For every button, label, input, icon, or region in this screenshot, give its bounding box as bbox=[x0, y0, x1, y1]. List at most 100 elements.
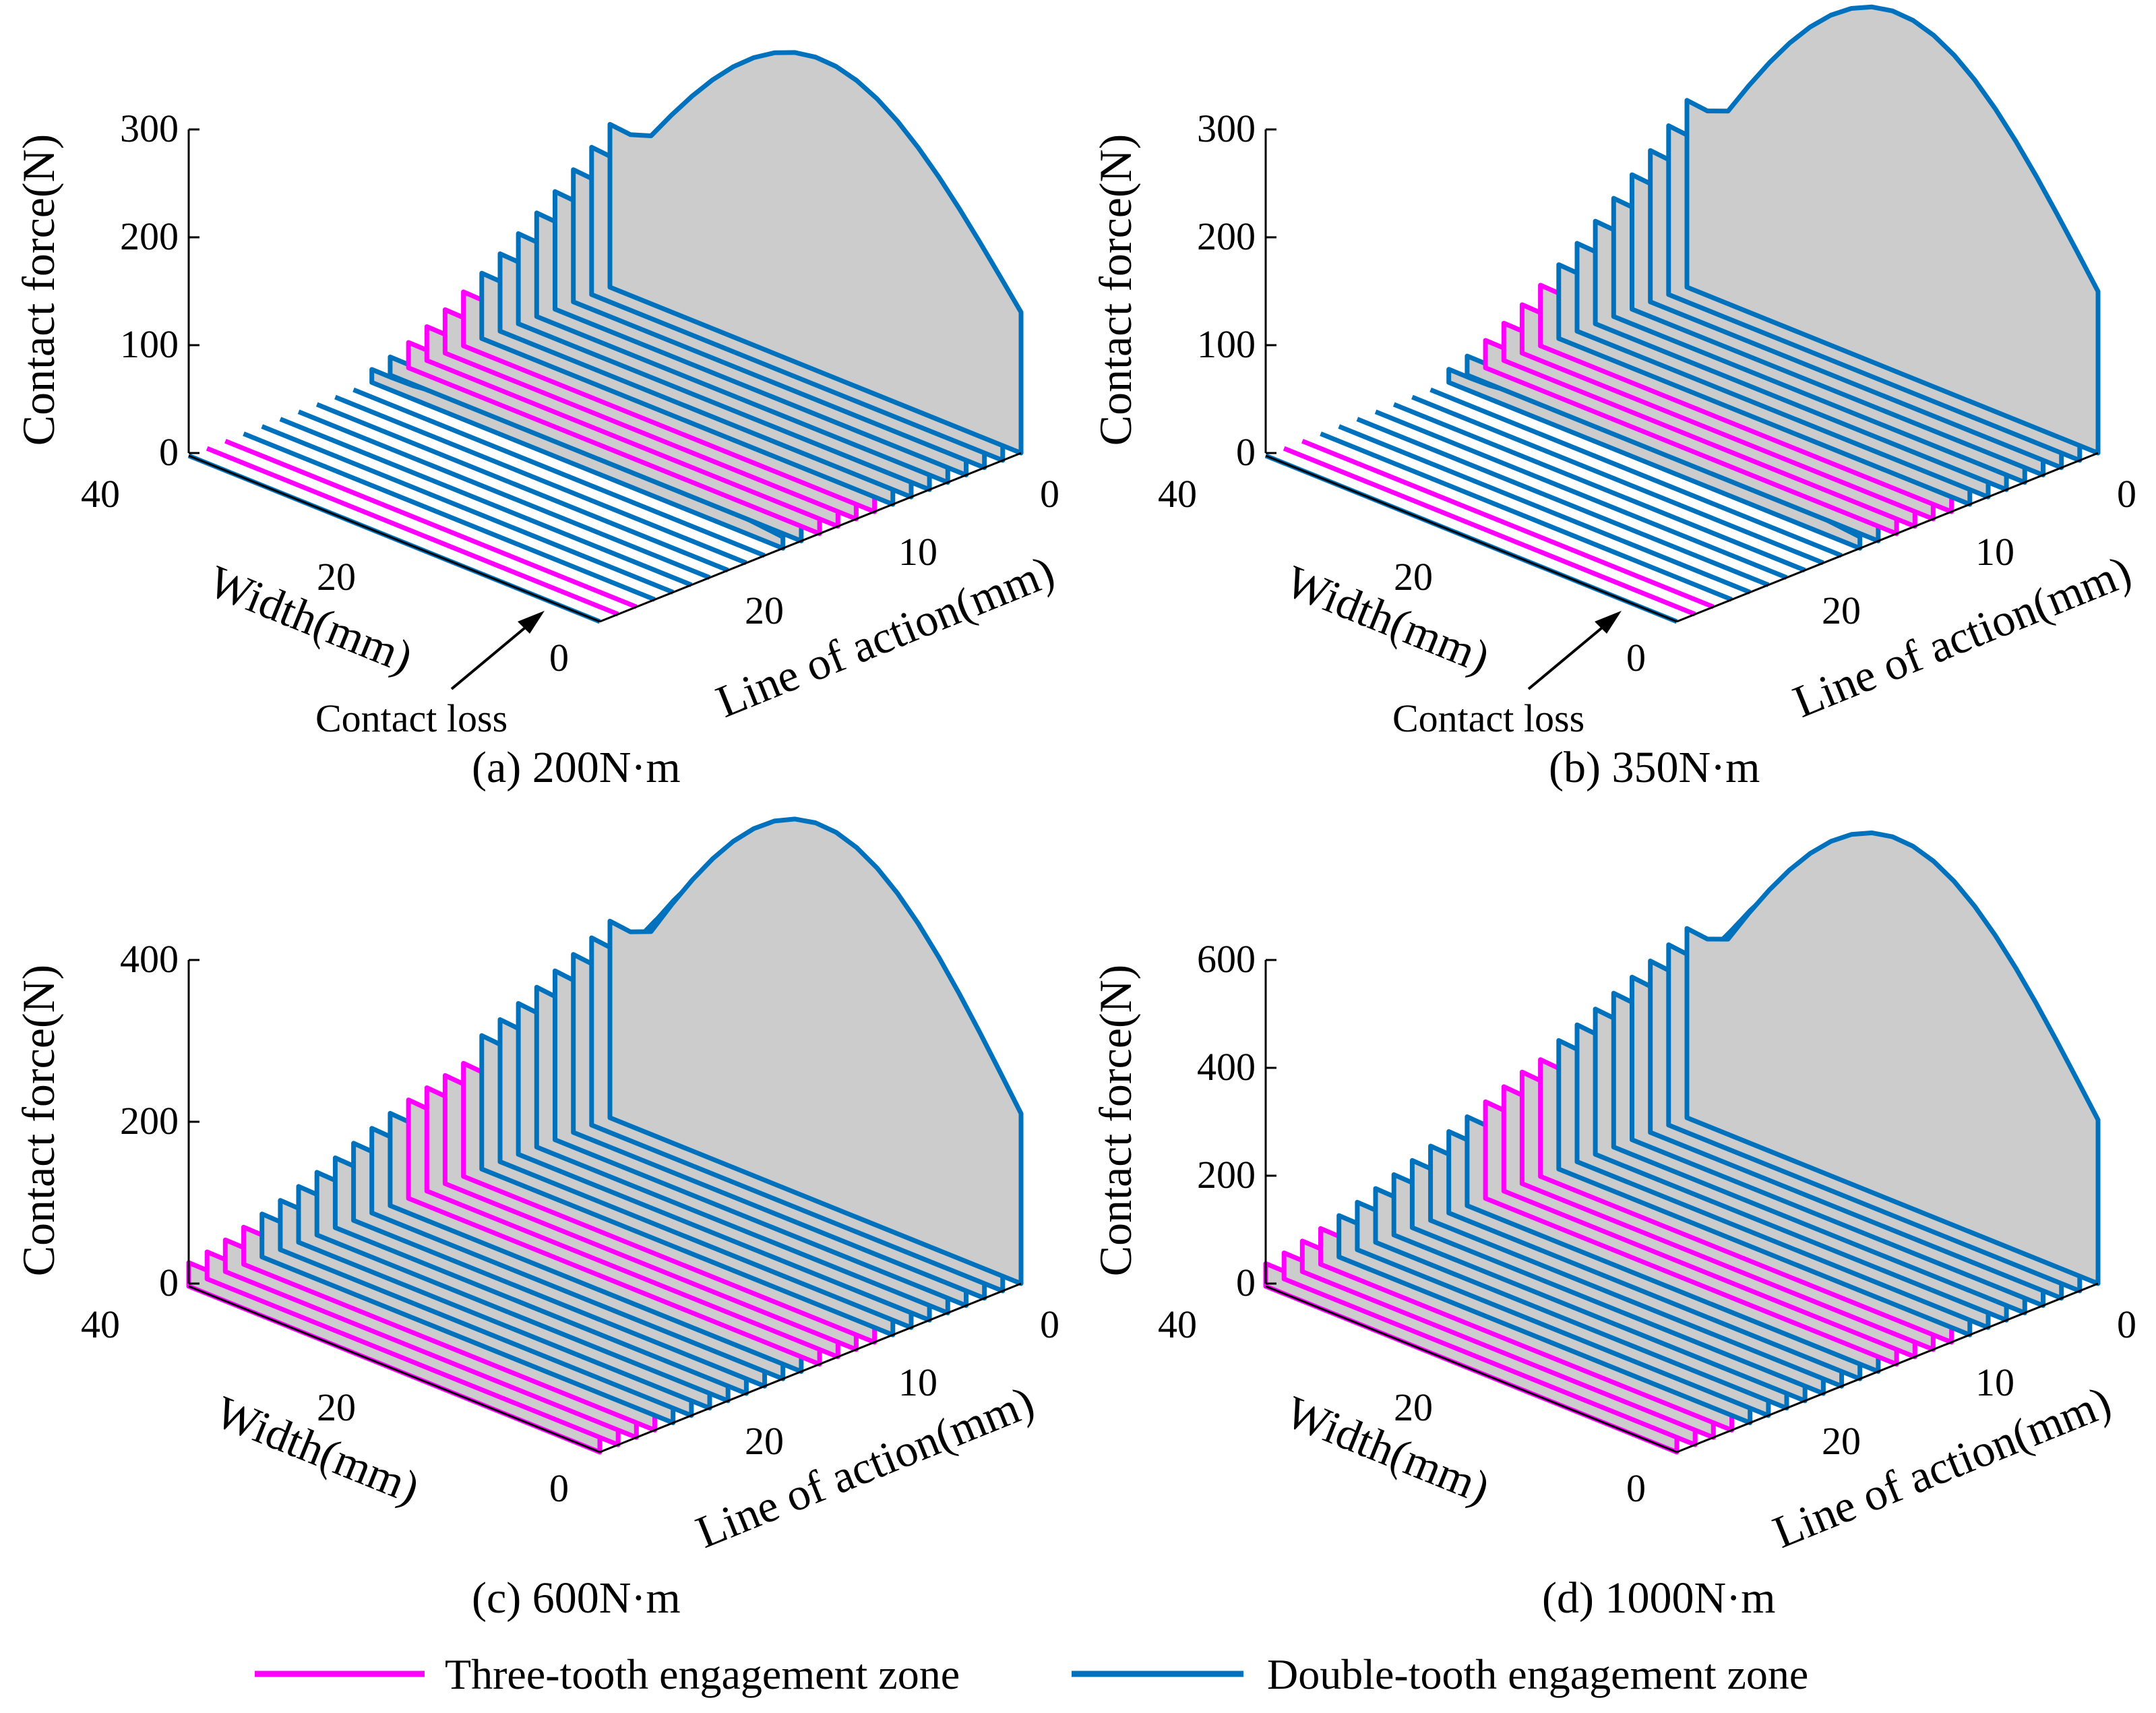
width-tick-0-d: 0 bbox=[1626, 1466, 1646, 1510]
z-tick-100-a: 100 bbox=[120, 322, 179, 366]
loa-tick-20-b: 20 bbox=[1822, 589, 1861, 632]
width-tick-0-a: 0 bbox=[549, 636, 569, 680]
contact-loss-arrowhead-b bbox=[1595, 611, 1622, 634]
loa-tick-20-c: 20 bbox=[745, 1419, 784, 1463]
ribbon-10-a bbox=[352, 387, 766, 558]
ribbon-5-b bbox=[1338, 424, 1752, 595]
caption-a: (a) 200N·m bbox=[472, 743, 681, 792]
z-axis-label-d: Contact force(N) bbox=[1090, 965, 1141, 1277]
ribbon-4-a bbox=[243, 431, 656, 602]
panel-d: 0 200 400 600 40 20 0 0 10 20 Contact force… bbox=[1090, 830, 2136, 1623]
z-tick-200-d: 200 bbox=[1197, 1153, 1256, 1197]
z-tick-200-c: 200 bbox=[120, 1099, 179, 1143]
z-tick-400-c: 400 bbox=[120, 937, 179, 981]
legend-three-tooth-label: Three-tooth engagement zone bbox=[445, 1650, 960, 1698]
width-axis-d bbox=[1265, 1285, 1677, 1453]
ribbon-8-b bbox=[1392, 402, 1806, 573]
z-tick-200-b: 200 bbox=[1197, 214, 1256, 258]
ribbon-8-a bbox=[315, 402, 729, 573]
width-tick-0-b: 0 bbox=[1626, 636, 1646, 680]
caption-b: (b) 350N·m bbox=[1549, 743, 1760, 792]
panel-c: 0 200 400 40 20 0 0 10 20 Contact force(N)… bbox=[13, 816, 1059, 1623]
ribbon-9-b bbox=[1411, 394, 1824, 566]
width-tick-20-b: 20 bbox=[1394, 555, 1433, 599]
caption-c: (c) 600N·m bbox=[472, 1573, 681, 1623]
loa-tick-10-c: 10 bbox=[898, 1360, 937, 1404]
z-tick-300-a: 300 bbox=[120, 107, 179, 150]
ribbon-6-a bbox=[279, 417, 693, 587]
loa-tick-0-a: 0 bbox=[1040, 472, 1059, 516]
z-axis-label-b: Contact force(N) bbox=[1090, 134, 1141, 446]
z-tick-600-d: 600 bbox=[1197, 937, 1256, 981]
width-tick-20-c: 20 bbox=[317, 1385, 356, 1429]
z-axis-label-c: Contact force(N) bbox=[13, 965, 64, 1277]
ribbon-2-a bbox=[206, 446, 619, 617]
z-ticks-a: 0 100 200 300 bbox=[120, 107, 199, 474]
loa-axis-label-d: Line of action(mm) bbox=[1766, 1376, 2118, 1558]
ribbon-5-a bbox=[261, 424, 675, 595]
z-ticks-d: 0 200 400 600 bbox=[1197, 937, 1276, 1304]
width-axis-label-d: Width(mm) bbox=[1279, 1385, 1497, 1513]
width-tick-40-a: 40 bbox=[81, 472, 120, 516]
loa-axis-c bbox=[599, 1282, 1022, 1453]
width-tick-20-a: 20 bbox=[317, 555, 356, 599]
z-axis-label-a: Contact force(N) bbox=[13, 134, 64, 446]
contact-loss-label-b: Contact loss bbox=[1392, 696, 1584, 740]
loa-axis-b bbox=[1676, 452, 2099, 623]
width-tick-40-d: 40 bbox=[1158, 1302, 1197, 1346]
width-tick-0-c: 0 bbox=[549, 1466, 569, 1510]
ribbon-4-b bbox=[1320, 431, 1733, 602]
width-tick-20-d: 20 bbox=[1394, 1385, 1433, 1429]
ribbon-24-a bbox=[607, 50, 1024, 456]
ribbon-24-c bbox=[607, 816, 1024, 1286]
loa-axis-label-b: Line of action(mm) bbox=[1786, 545, 2138, 727]
z-tick-400-d: 400 bbox=[1197, 1045, 1256, 1089]
z-tick-0-c: 0 bbox=[159, 1261, 179, 1304]
loa-axis-d bbox=[1676, 1282, 2099, 1453]
z-tick-100-b: 100 bbox=[1197, 322, 1256, 366]
ribbon-9-a bbox=[334, 394, 747, 566]
width-axis-a bbox=[188, 454, 600, 623]
width-tick-40-c: 40 bbox=[81, 1302, 120, 1346]
width-axis-label-a: Width(mm) bbox=[202, 555, 420, 683]
contact-loss-arrow-b bbox=[1527, 620, 1611, 690]
loa-axis-label-a: Line of action(mm) bbox=[709, 545, 1061, 727]
loa-axis-a bbox=[599, 452, 1022, 623]
ribbon-24-d bbox=[1684, 830, 2101, 1286]
z-ticks-b: 0 100 200 300 bbox=[1197, 107, 1276, 474]
loa-tick-0-d: 0 bbox=[2117, 1302, 2136, 1346]
contact-loss-arrow-a bbox=[450, 620, 534, 690]
z-tick-200-a: 200 bbox=[120, 214, 179, 258]
contact-loss-label-a: Contact loss bbox=[315, 696, 507, 740]
ribbon-2-b bbox=[1283, 446, 1696, 617]
loa-tick-10-a: 10 bbox=[898, 530, 937, 574]
z-tick-0-d: 0 bbox=[1236, 1261, 1256, 1304]
surface-d bbox=[1263, 830, 2101, 1455]
width-axis-label-b: Width(mm) bbox=[1279, 555, 1497, 683]
ribbon-3-a bbox=[224, 439, 638, 609]
legend: Three-tooth engagement zone Double-tooth… bbox=[255, 1650, 1808, 1698]
z-tick-0-b: 0 bbox=[1236, 430, 1256, 474]
ribbon-7-a bbox=[297, 409, 711, 580]
loa-tick-10-d: 10 bbox=[1975, 1360, 2014, 1404]
ribbon-7-b bbox=[1374, 409, 1788, 580]
loa-tick-10-b: 10 bbox=[1975, 530, 2014, 574]
z-ticks-c: 0 200 400 bbox=[120, 937, 199, 1304]
width-tick-40-b: 40 bbox=[1158, 472, 1197, 516]
width-axis-b bbox=[1265, 454, 1677, 623]
surface-a bbox=[187, 50, 1024, 624]
ribbon-10-b bbox=[1429, 387, 1843, 558]
loa-tick-20-a: 20 bbox=[745, 589, 784, 632]
loa-axis-label-c: Line of action(mm) bbox=[689, 1376, 1041, 1558]
contact-loss-arrowhead-a bbox=[518, 611, 545, 634]
legend-double-tooth-label: Double-tooth engagement zone bbox=[1267, 1650, 1808, 1698]
z-tick-0-a: 0 bbox=[159, 430, 179, 474]
panel-b: 0 100 200 300 40 20 0 0 10 20 Contact force… bbox=[1090, 4, 2138, 792]
width-axis-c bbox=[188, 1285, 600, 1453]
surface-c bbox=[186, 816, 1024, 1455]
ribbon-24-b bbox=[1684, 4, 2101, 456]
loa-tick-20-d: 20 bbox=[1822, 1419, 1861, 1463]
caption-d: (d) 1000N·m bbox=[1542, 1573, 1775, 1623]
ribbon-6-b bbox=[1356, 417, 1770, 587]
